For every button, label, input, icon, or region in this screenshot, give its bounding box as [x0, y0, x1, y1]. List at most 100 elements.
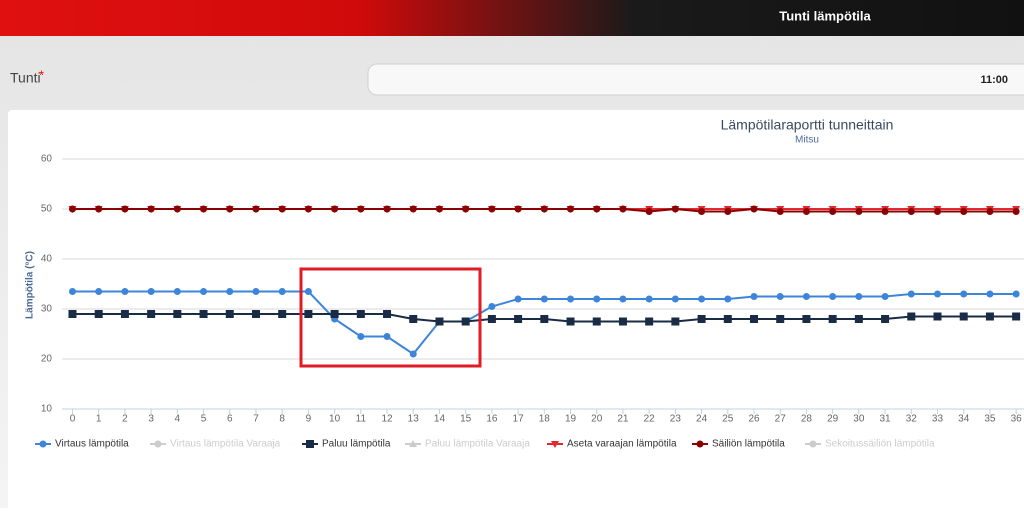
- marker: [435, 317, 444, 326]
- marker: [540, 315, 549, 323]
- marker: [357, 333, 365, 340]
- marker: [147, 310, 156, 318]
- marker: [68, 288, 76, 295]
- y-axis-title: Lämpötila (°C): [25, 251, 36, 319]
- marker: [488, 205, 496, 213]
- marker: [540, 205, 548, 213]
- marker: [173, 310, 182, 318]
- legend-label[interactable]: Aseta varaajan lämpötila: [567, 439, 677, 450]
- marker: [619, 295, 627, 303]
- marker: [173, 205, 181, 213]
- marker: [960, 290, 968, 298]
- marker: [750, 293, 758, 300]
- y-tick-label: 30: [41, 304, 53, 315]
- x-tick-label: 24: [696, 414, 708, 425]
- marker: [94, 310, 103, 318]
- y-tick-label: 40: [41, 254, 53, 265]
- marker: [671, 205, 679, 213]
- hour-value[interactable]: 11:00: [980, 74, 1008, 86]
- marker: [618, 317, 627, 326]
- x-tick-label: 16: [486, 414, 498, 425]
- marker: [409, 440, 417, 447]
- marker: [409, 350, 417, 358]
- legend-label[interactable]: Virtaus lämpötila: [55, 439, 129, 450]
- x-tick-label: 29: [827, 414, 839, 425]
- x-tick-label: 33: [932, 414, 944, 425]
- marker: [95, 205, 103, 213]
- marker: [696, 440, 704, 448]
- marker: [409, 315, 418, 323]
- legend-label[interactable]: Sekoitussäiliön lämpötila: [825, 439, 935, 450]
- marker: [724, 295, 732, 303]
- marker: [514, 295, 522, 303]
- marker: [986, 290, 994, 298]
- marker: [698, 208, 706, 215]
- marker: [147, 205, 155, 213]
- marker: [750, 205, 758, 213]
- x-tick-label: 5: [201, 414, 207, 425]
- required-mark: *: [39, 67, 44, 82]
- marker: [593, 295, 601, 303]
- x-tick-label: 27: [775, 414, 787, 425]
- marker: [567, 205, 575, 213]
- marker: [907, 208, 915, 215]
- marker: [200, 205, 208, 213]
- marker: [567, 295, 575, 303]
- marker: [933, 290, 941, 298]
- x-tick-label: 9: [306, 414, 312, 425]
- legend-label[interactable]: Paluu lämpötila: [322, 439, 391, 450]
- y-tick-label: 60: [41, 154, 53, 165]
- marker: [645, 317, 654, 326]
- x-tick-label: 28: [801, 414, 813, 425]
- marker: [252, 288, 260, 295]
- x-tick-label: 23: [670, 414, 682, 425]
- marker: [959, 312, 968, 321]
- marker: [933, 312, 942, 321]
- marker: [173, 288, 181, 295]
- marker: [855, 293, 863, 300]
- marker: [593, 205, 601, 213]
- marker: [855, 208, 863, 215]
- legend-label[interactable]: Säiliön lämpötila: [712, 439, 785, 450]
- x-tick-label: 10: [329, 414, 341, 425]
- marker: [671, 295, 679, 303]
- hour-select[interactable]: [367, 63, 1024, 96]
- x-tick-label: 18: [539, 414, 551, 425]
- y-tick-label: 50: [41, 204, 53, 215]
- marker: [645, 295, 653, 303]
- marker: [592, 317, 601, 326]
- x-tick-label: 11: [356, 414, 367, 425]
- x-tick-label: 6: [227, 414, 233, 425]
- chart-subtitle: Mitsu: [795, 135, 819, 146]
- marker: [331, 205, 339, 213]
- x-tick-label: 7: [253, 414, 259, 425]
- marker: [698, 295, 706, 303]
- marker: [461, 317, 470, 326]
- marker: [960, 208, 968, 215]
- legend-label[interactable]: Virtaus lämpötila Varaaja: [170, 439, 281, 450]
- marker: [68, 310, 77, 318]
- marker: [776, 315, 785, 323]
- x-tick-label: 13: [408, 414, 420, 425]
- y-tick-label: 10: [41, 404, 53, 415]
- marker: [200, 288, 208, 295]
- x-tick-label: 35: [984, 414, 996, 425]
- marker: [252, 205, 260, 213]
- marker: [907, 312, 916, 321]
- marker: [226, 288, 234, 295]
- marker: [225, 310, 234, 318]
- marker: [383, 310, 392, 318]
- marker: [357, 205, 365, 213]
- marker: [39, 440, 47, 448]
- marker: [435, 205, 443, 213]
- x-tick-label: 15: [460, 414, 472, 425]
- marker: [304, 205, 312, 213]
- marker: [121, 205, 129, 213]
- marker: [671, 317, 680, 326]
- legend-label[interactable]: Paluu lämpötila Varaaja: [425, 439, 530, 450]
- marker: [854, 315, 863, 323]
- marker: [383, 333, 391, 340]
- x-tick-label: 2: [122, 414, 128, 425]
- marker: [881, 293, 889, 300]
